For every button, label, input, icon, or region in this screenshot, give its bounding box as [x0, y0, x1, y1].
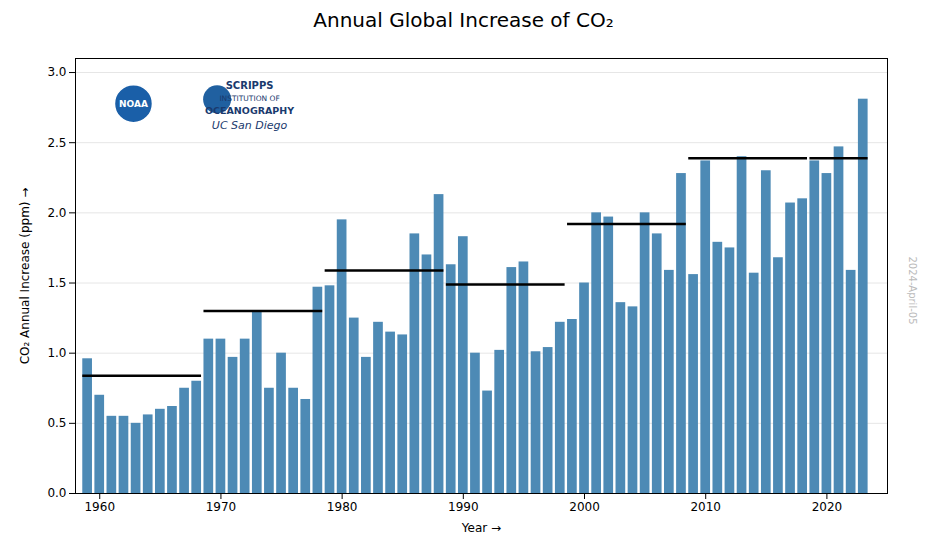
- svg-text:0.5: 0.5: [47, 416, 66, 430]
- svg-text:1990: 1990: [448, 500, 479, 514]
- svg-text:CO₂ Annual Increase (ppm) →: CO₂ Annual Increase (ppm) →: [18, 188, 32, 365]
- svg-text:2.0: 2.0: [47, 206, 66, 220]
- svg-text:1980: 1980: [327, 500, 358, 514]
- svg-text:SCRIPPS: SCRIPPS: [226, 80, 274, 91]
- svg-text:0.0: 0.0: [47, 486, 66, 500]
- svg-text:1.0: 1.0: [47, 346, 66, 360]
- svg-text:INSTITUTION OF: INSTITUTION OF: [219, 94, 279, 103]
- html-text:Annual Global Increase of CO₂: Annual Global Increase of CO₂: [313, 8, 614, 32]
- svg-text:OCEANOGRAPHY: OCEANOGRAPHY: [205, 105, 294, 116]
- svg-text:2024-April-05: 2024-April-05: [907, 256, 918, 324]
- svg-text:Year →: Year →: [461, 521, 501, 535]
- svg-text:1.5: 1.5: [47, 276, 66, 290]
- svg-text:1960: 1960: [84, 500, 115, 514]
- svg-text:NOAA: NOAA: [119, 99, 148, 109]
- svg-text:1970: 1970: [206, 500, 237, 514]
- svg-text:2000: 2000: [569, 500, 600, 514]
- svg-text:2020: 2020: [812, 500, 843, 514]
- svg-text:2.5: 2.5: [47, 136, 66, 150]
- svg-text:UC San Diego: UC San Diego: [212, 119, 288, 132]
- svg-text:3.0: 3.0: [47, 65, 66, 79]
- svg-text:2010: 2010: [690, 500, 721, 514]
